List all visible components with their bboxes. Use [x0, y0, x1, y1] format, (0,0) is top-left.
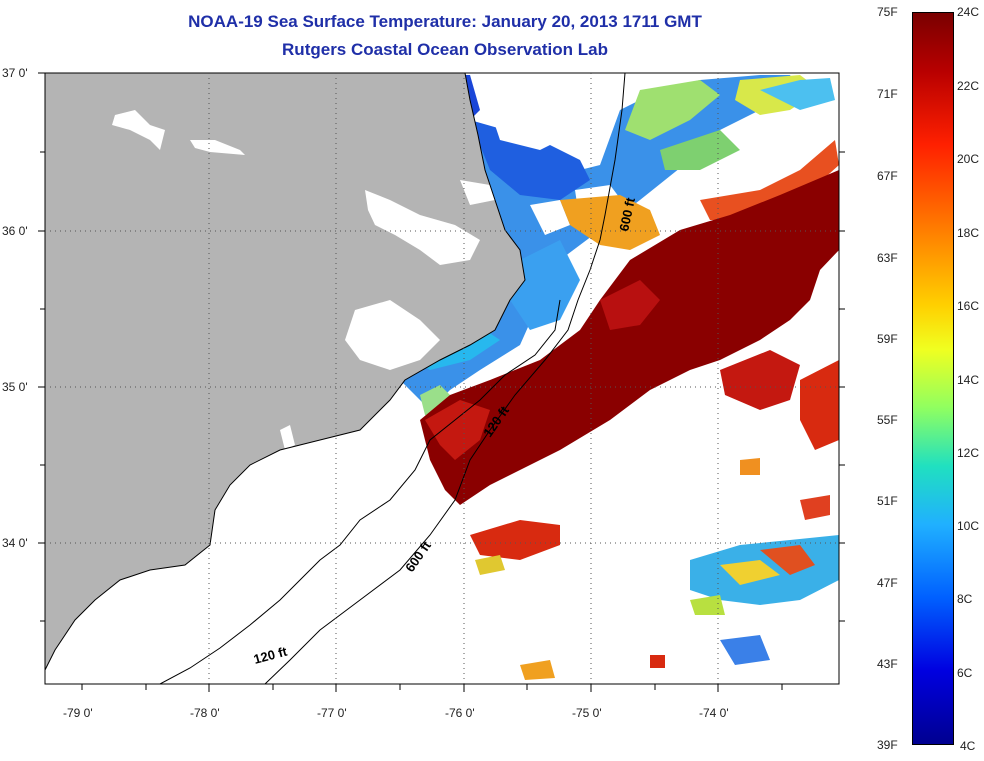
lon-label-76: -76 0'	[445, 706, 475, 720]
lat-label-37: 37 0'	[2, 66, 28, 80]
lon-label-78: -78 0'	[190, 706, 220, 720]
cb-c-20: 20C	[957, 152, 980, 166]
graticule	[45, 73, 839, 684]
left-ticks	[38, 72, 45, 622]
cb-c-18: 18C	[957, 226, 980, 240]
cb-c-4: 4C	[960, 739, 976, 753]
temperature-colorbar	[912, 12, 954, 745]
contour-600ft	[264, 73, 626, 684]
warm-patches	[470, 350, 839, 680]
cb-f-71: 71F	[877, 87, 898, 101]
cb-f-39: 39F	[877, 738, 898, 752]
map-border	[44, 72, 840, 685]
cb-f-59: 59F	[877, 332, 898, 346]
lat-label-36: 36 0'	[2, 224, 28, 238]
cb-c-22: 22C	[957, 79, 980, 93]
bottom-ticks	[81, 684, 783, 692]
inland-waters	[112, 110, 495, 450]
cb-f-67: 67F	[877, 169, 898, 183]
lon-label-75: -75 0'	[572, 706, 602, 720]
right-ticks	[839, 151, 845, 622]
coastline	[45, 73, 526, 671]
lon-label-77: -77 0'	[317, 706, 347, 720]
cb-f-63: 63F	[877, 251, 898, 265]
lon-label-74: -74 0'	[699, 706, 729, 720]
lat-label-35: 35 0'	[2, 380, 28, 394]
cb-c-10: 10C	[957, 519, 980, 533]
cb-c-16: 16C	[957, 299, 980, 313]
cb-f-55: 55F	[877, 413, 898, 427]
lat-label-34: 34 0'	[2, 536, 28, 550]
cb-f-51: 51F	[877, 494, 898, 508]
cb-c-14: 14C	[957, 373, 980, 387]
contour-120ft	[159, 299, 561, 684]
cb-c-8: 8C	[957, 592, 973, 606]
map-title: NOAA-19 Sea Surface Temperature: January…	[188, 12, 702, 31]
cb-c-12: 12C	[957, 446, 980, 460]
map-subtitle: Rutgers Coastal Ocean Observation Lab	[282, 40, 608, 59]
cb-f-75: 75F	[877, 5, 898, 19]
transitional-water	[560, 75, 839, 250]
cb-f-47: 47F	[877, 576, 898, 590]
cb-f-43: 43F	[877, 657, 898, 671]
gulf-stream-warm-water	[420, 170, 839, 505]
depth-label-600-north: 600 ft	[616, 196, 638, 233]
lon-label-79: -79 0'	[63, 706, 93, 720]
cb-c-24: 24C	[957, 5, 980, 19]
cb-c-6: 6C	[957, 666, 973, 680]
